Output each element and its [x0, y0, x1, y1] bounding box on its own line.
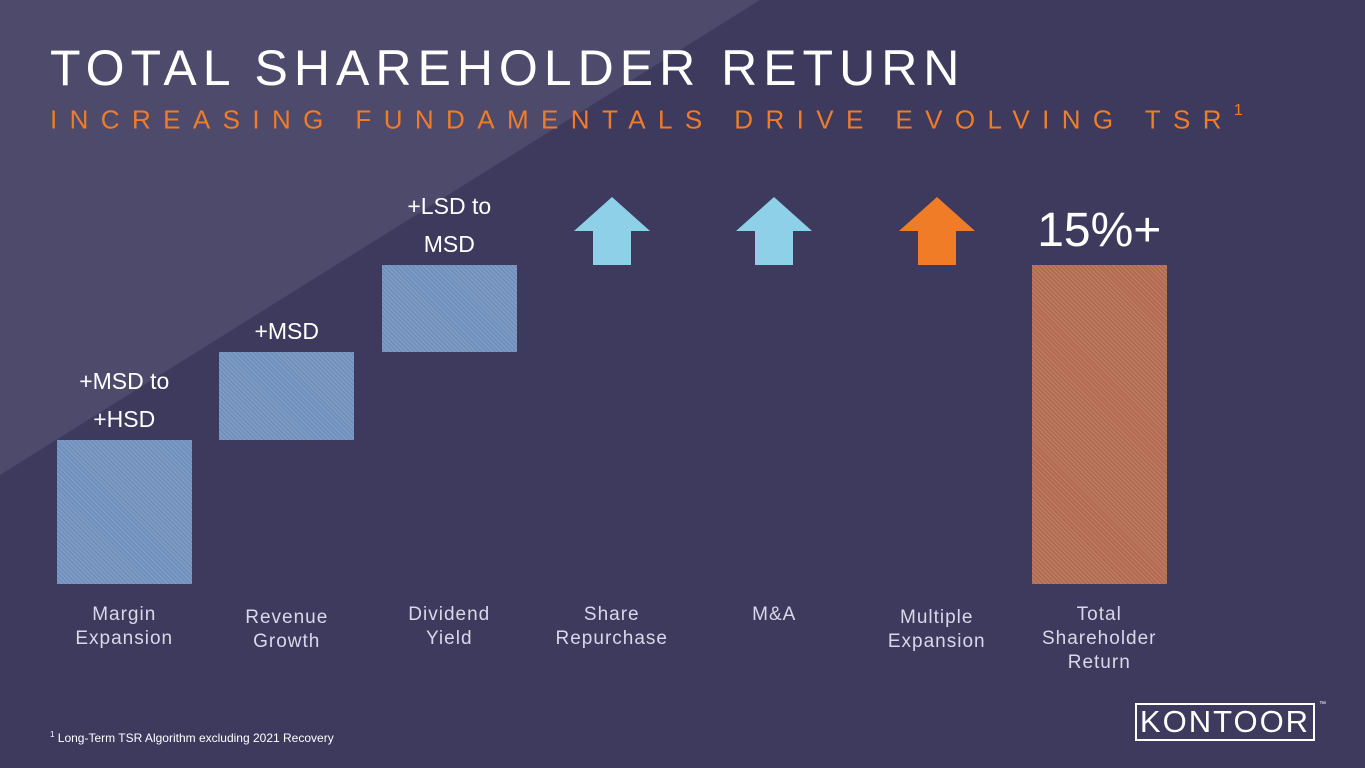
- category-label-total-shareholder-return: Total Shareholder Return: [1041, 604, 1157, 673]
- category-label-multiple-expansion: Multiple Expansion: [887, 607, 986, 652]
- page-subtitle: INCREASING FUNDAMENTALS DRIVE EVOLVING T…: [50, 100, 1243, 135]
- logo-trademark: ™: [1319, 701, 1326, 708]
- bar-revenue-growth: [219, 352, 355, 440]
- value-label-margin-expansion: +MSD to +HSD: [79, 367, 170, 432]
- category-label-m-a: M&A: [752, 604, 797, 625]
- footnote-text: Long-Term TSR Algorithm excluding 2021 R…: [54, 731, 334, 745]
- category-label-share-repurchase: Share Repurchase: [555, 604, 668, 649]
- kontoor-logo: KONTOOR: [1135, 703, 1315, 741]
- value-label-revenue-growth: +MSD: [254, 318, 320, 345]
- bar-total-shareholder-return: [1031, 264, 1167, 584]
- category-label-margin-expansion: Margin Expansion: [75, 604, 174, 649]
- up-arrow-shape: [573, 197, 650, 265]
- footnote-marker: 1: [50, 730, 55, 739]
- value-label-total-shareholder-return: 15%+: [1037, 203, 1162, 257]
- up-arrow-icon-multiple-expansion: [898, 197, 975, 265]
- up-arrow-shape: [736, 197, 813, 265]
- up-arrow-icon-m-a: [736, 197, 813, 265]
- subtitle-text: INCREASING FUNDAMENTALS DRIVE EVOLVING T…: [50, 104, 1234, 135]
- logo-text: KONTOOR: [1139, 704, 1311, 739]
- category-label-dividend-yield: Dividend Yield: [408, 604, 491, 649]
- category-label-revenue-growth: Revenue Growth: [245, 607, 329, 652]
- bar-margin-expansion: [56, 439, 192, 584]
- footnote: 1 Long-Term TSR Algorithm excluding 2021…: [50, 730, 334, 745]
- up-arrow-shape: [898, 197, 975, 265]
- subtitle-footnote-marker: 1: [1233, 102, 1243, 119]
- value-label-dividend-yield: +LSD to MSD: [407, 192, 492, 257]
- up-arrow-icon-share-repurchase: [573, 197, 650, 265]
- bar-dividend-yield: [381, 264, 517, 353]
- page-title: TOTAL SHAREHOLDER RETURN: [50, 40, 966, 96]
